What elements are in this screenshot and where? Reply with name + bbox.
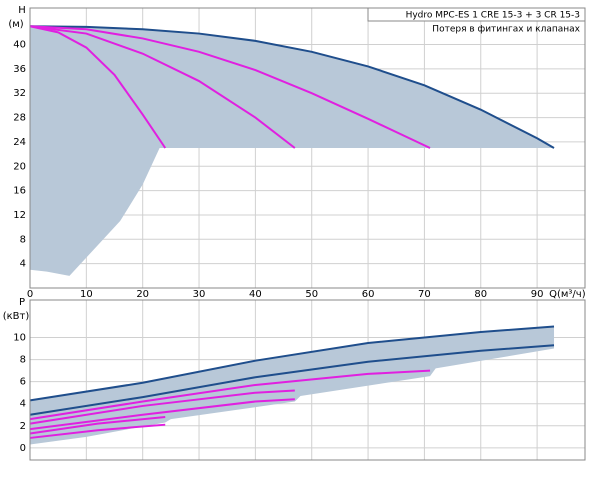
y-tick-label: 32 [13, 88, 26, 99]
y-tick-label: 10 [13, 333, 26, 344]
title-box [367, 7, 586, 22]
operating-region [30, 26, 555, 276]
curve [29, 344, 555, 416]
x-tick-label: 80 [474, 289, 487, 300]
curve [29, 369, 431, 421]
y-tick-label: 0 [20, 443, 26, 454]
x-tick-label: 70 [418, 289, 431, 300]
curve [29, 423, 166, 439]
y-tick-label: 8 [20, 355, 26, 366]
curve [29, 25, 431, 149]
y-tick-label: 20 [13, 161, 26, 172]
y-tick-label: 8 [20, 234, 26, 245]
x-tick-label: 90 [531, 289, 544, 300]
y-tick-label: 36 [13, 64, 26, 75]
x-tick-label: 50 [305, 289, 318, 300]
y-axis-label: P [19, 297, 25, 308]
y-tick-label: 4 [20, 259, 26, 270]
y-tick-label: 40 [13, 40, 26, 51]
curve [29, 325, 555, 402]
y-tick-label: 28 [13, 113, 26, 124]
y-tick-label: 16 [13, 186, 26, 197]
x-tick-label: 20 [136, 289, 149, 300]
curve [29, 398, 295, 431]
x-tick-label: 40 [249, 289, 262, 300]
curve [29, 415, 166, 435]
curve [29, 25, 555, 149]
x-tick-label: 30 [193, 289, 206, 300]
chart-subtitle: Потеря в фитингах и клапанах [432, 25, 580, 35]
y-axis-unit: (кВт) [3, 311, 30, 322]
y-tick-label: 4 [20, 399, 26, 410]
y-tick-label: 12 [13, 210, 26, 221]
x-tick-label: 0 [27, 289, 33, 300]
y-axis-label: H [18, 5, 26, 16]
curve [29, 25, 167, 149]
x-tick-label: 10 [80, 289, 93, 300]
y-axis-unit: (м) [8, 19, 23, 30]
chart-title: Hydro MPC-ES 1 CRE 15-3 + 3 CR 15-3 [406, 11, 580, 21]
curve [29, 389, 295, 425]
curve [29, 25, 296, 149]
y-tick-label: 6 [20, 377, 26, 388]
x-tick-label: 60 [362, 289, 375, 300]
plot-border [29, 299, 586, 461]
plot-border [29, 7, 586, 289]
y-tick-label: 2 [20, 421, 26, 432]
y-tick-label: 24 [13, 137, 26, 148]
x-axis-label: Q(м³/ч) [549, 289, 586, 300]
